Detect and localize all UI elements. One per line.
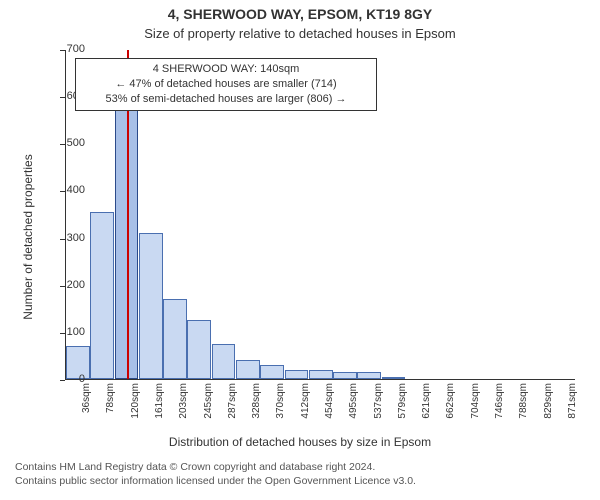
histogram-bar	[163, 299, 187, 379]
x-tick-label: 328sqm	[251, 383, 262, 428]
x-tick-label: 746sqm	[494, 383, 505, 428]
histogram-bar	[309, 370, 333, 379]
x-tick-label: 78sqm	[105, 383, 116, 428]
y-tick-mark	[60, 286, 65, 287]
histogram-bar	[260, 365, 284, 379]
annotation-line1: 4 SHERWOOD WAY: 140sqm	[82, 62, 370, 77]
x-tick-label: 120sqm	[130, 383, 141, 428]
x-tick-label: 454sqm	[324, 383, 335, 428]
histogram-bar	[333, 372, 357, 379]
x-tick-label: 579sqm	[397, 383, 408, 428]
x-tick-label: 161sqm	[154, 383, 165, 428]
x-tick-label: 495sqm	[348, 383, 359, 428]
y-tick-mark	[60, 333, 65, 334]
annotation-line2: ← 47% of detached houses are smaller (71…	[82, 77, 370, 92]
chart-container: 4, SHERWOOD WAY, EPSOM, KT19 8GY Size of…	[0, 0, 600, 500]
x-tick-label: 788sqm	[518, 383, 529, 428]
chart-title-main: 4, SHERWOOD WAY, EPSOM, KT19 8GY	[0, 6, 600, 22]
histogram-bar	[90, 212, 114, 379]
x-tick-label: 370sqm	[275, 383, 286, 428]
x-tick-label: 829sqm	[543, 383, 554, 428]
y-tick-mark	[60, 50, 65, 51]
histogram-bar	[212, 344, 236, 379]
y-tick-label: 100	[45, 326, 85, 338]
y-tick-mark	[60, 144, 65, 145]
x-tick-label: 36sqm	[81, 383, 92, 428]
x-tick-label: 245sqm	[203, 383, 214, 428]
x-tick-label: 537sqm	[373, 383, 384, 428]
x-tick-label: 871sqm	[567, 383, 578, 428]
histogram-bar	[285, 370, 309, 379]
footer-attribution: Contains HM Land Registry data © Crown c…	[15, 460, 585, 488]
y-tick-label: 0	[45, 373, 85, 385]
x-tick-label: 412sqm	[300, 383, 311, 428]
x-tick-label: 704sqm	[470, 383, 481, 428]
histogram-bar	[382, 377, 406, 379]
y-tick-mark	[60, 97, 65, 98]
histogram-bar	[187, 320, 211, 379]
y-tick-label: 700	[45, 43, 85, 55]
y-tick-label: 500	[45, 137, 85, 149]
x-tick-label: 621sqm	[421, 383, 432, 428]
chart-title-sub: Size of property relative to detached ho…	[0, 26, 600, 41]
histogram-bar	[139, 233, 163, 379]
property-annotation: 4 SHERWOOD WAY: 140sqm ← 47% of detached…	[75, 58, 377, 111]
y-tick-label: 300	[45, 232, 85, 244]
y-axis-label: Number of detached properties	[21, 137, 35, 337]
y-tick-mark	[60, 380, 65, 381]
x-tick-label: 203sqm	[178, 383, 189, 428]
y-tick-mark	[60, 239, 65, 240]
histogram-bar	[357, 372, 381, 379]
histogram-bar	[236, 360, 260, 379]
annotation-line3: 53% of semi-detached houses are larger (…	[82, 92, 370, 107]
y-tick-label: 400	[45, 184, 85, 196]
y-tick-label: 200	[45, 279, 85, 291]
x-tick-label: 662sqm	[445, 383, 456, 428]
x-axis-label: Distribution of detached houses by size …	[0, 435, 600, 449]
y-tick-mark	[60, 191, 65, 192]
x-tick-label: 287sqm	[227, 383, 238, 428]
footer-line2: Contains public sector information licen…	[15, 474, 585, 488]
footer-line1: Contains HM Land Registry data © Crown c…	[15, 460, 585, 474]
